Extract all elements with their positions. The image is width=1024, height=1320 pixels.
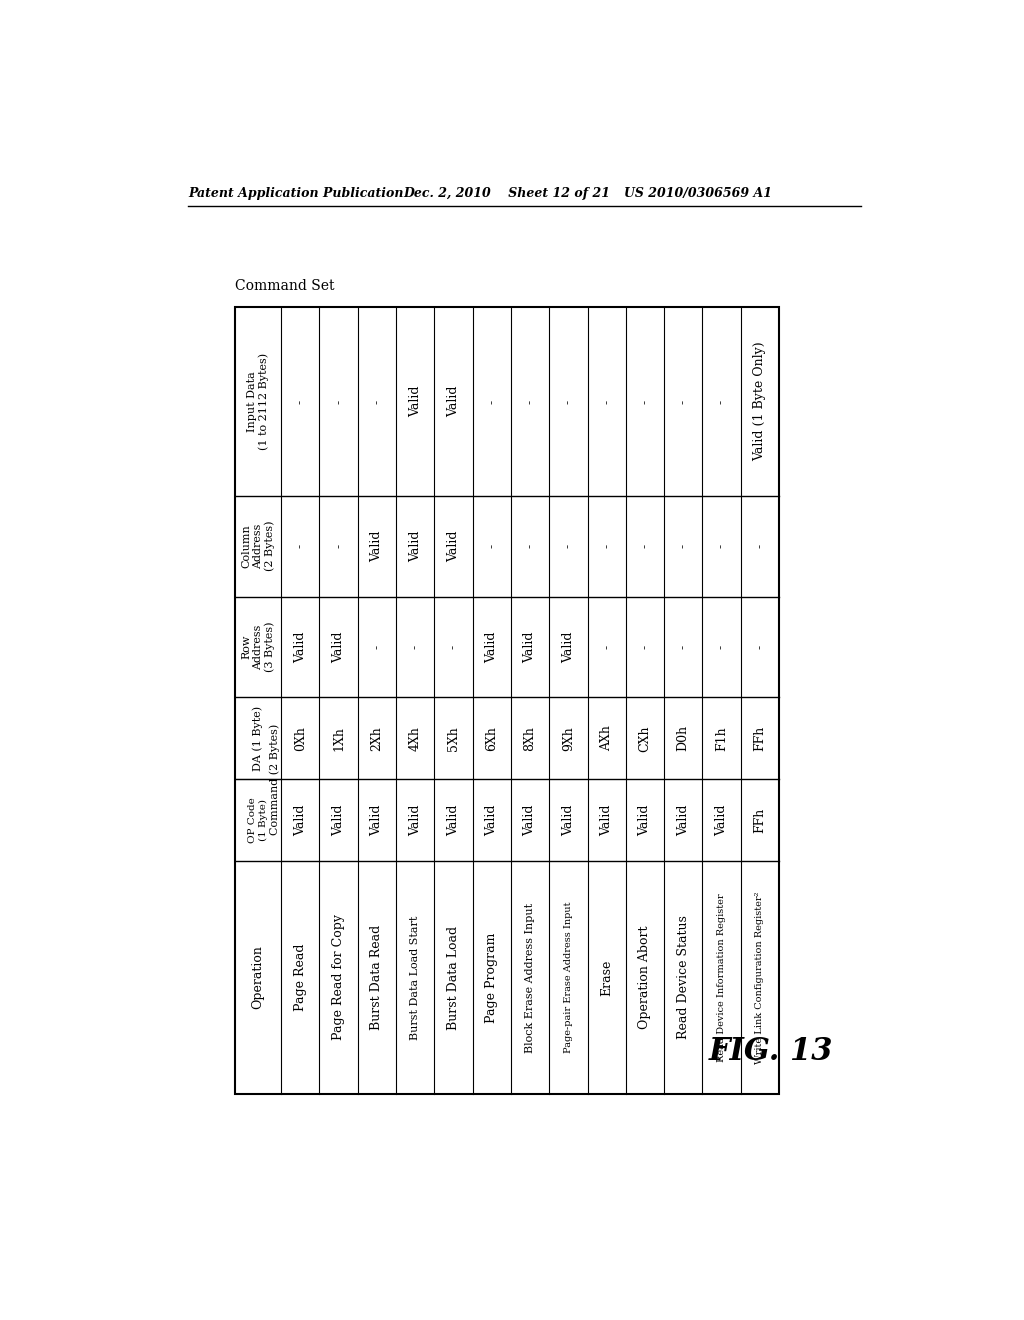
Text: -: - bbox=[600, 544, 613, 548]
Text: Input Data
(1 to 2112 Bytes): Input Data (1 to 2112 Bytes) bbox=[247, 352, 269, 450]
Text: Valid: Valid bbox=[562, 804, 574, 836]
Text: DA (1 Byte): DA (1 Byte) bbox=[253, 706, 263, 771]
Text: -: - bbox=[294, 400, 307, 404]
Text: 6Xh: 6Xh bbox=[485, 726, 499, 751]
Text: FIG. 13: FIG. 13 bbox=[709, 1036, 834, 1067]
Text: -: - bbox=[754, 645, 766, 649]
Text: CXh: CXh bbox=[639, 725, 651, 751]
Text: -: - bbox=[485, 544, 499, 548]
Text: -: - bbox=[485, 400, 499, 404]
Text: 5Xh: 5Xh bbox=[447, 726, 460, 751]
Text: Dec. 2, 2010    Sheet 12 of 21: Dec. 2, 2010 Sheet 12 of 21 bbox=[403, 186, 610, 199]
Text: F1h: F1h bbox=[715, 726, 728, 751]
Text: Valid: Valid bbox=[371, 804, 383, 836]
Text: Block Erase Address Input: Block Erase Address Input bbox=[525, 903, 536, 1052]
Text: US 2010/0306569 A1: US 2010/0306569 A1 bbox=[624, 186, 772, 199]
Text: Valid: Valid bbox=[447, 531, 460, 562]
Text: -: - bbox=[371, 400, 383, 404]
Text: -: - bbox=[639, 400, 651, 404]
Text: Burst Data Load: Burst Data Load bbox=[447, 925, 460, 1030]
Text: Valid: Valid bbox=[639, 804, 651, 836]
Text: -: - bbox=[639, 544, 651, 548]
Text: Operation Abort: Operation Abort bbox=[639, 925, 651, 1030]
Text: 0Xh: 0Xh bbox=[294, 726, 307, 751]
Text: Page Program: Page Program bbox=[485, 932, 499, 1023]
Text: Valid: Valid bbox=[294, 631, 307, 663]
Text: Valid: Valid bbox=[677, 804, 690, 836]
Text: -: - bbox=[754, 544, 766, 548]
Text: -: - bbox=[715, 400, 728, 404]
Text: Write Link Configuration Register²: Write Link Configuration Register² bbox=[756, 891, 764, 1064]
Text: Command (2 Bytes): Command (2 Bytes) bbox=[269, 723, 280, 834]
Text: -: - bbox=[715, 544, 728, 548]
Text: Burst Data Read: Burst Data Read bbox=[371, 925, 383, 1030]
Text: -: - bbox=[715, 645, 728, 649]
Text: Valid: Valid bbox=[409, 531, 422, 562]
Text: Row
Address
(3 Bytes): Row Address (3 Bytes) bbox=[241, 622, 275, 672]
Text: FFh: FFh bbox=[754, 726, 766, 751]
Text: Page Read: Page Read bbox=[294, 944, 307, 1011]
Text: Valid: Valid bbox=[600, 804, 613, 836]
Text: -: - bbox=[371, 645, 383, 649]
Text: 2Xh: 2Xh bbox=[371, 726, 383, 751]
Text: Valid: Valid bbox=[371, 531, 383, 562]
Text: Valid: Valid bbox=[485, 631, 499, 663]
Text: -: - bbox=[677, 645, 690, 649]
Text: Command Set: Command Set bbox=[234, 279, 335, 293]
Text: Valid: Valid bbox=[485, 804, 499, 836]
Text: -: - bbox=[562, 544, 574, 548]
Text: 4Xh: 4Xh bbox=[409, 726, 422, 751]
Text: -: - bbox=[523, 400, 537, 404]
Text: FFh: FFh bbox=[754, 808, 766, 833]
Text: Valid: Valid bbox=[447, 804, 460, 836]
Text: Valid: Valid bbox=[332, 631, 345, 663]
Text: -: - bbox=[294, 544, 307, 548]
Text: Valid (1 Byte Only): Valid (1 Byte Only) bbox=[754, 342, 766, 461]
Text: Valid: Valid bbox=[409, 804, 422, 836]
Text: 9Xh: 9Xh bbox=[562, 726, 574, 751]
Text: D0h: D0h bbox=[677, 725, 690, 751]
Text: 1Xh: 1Xh bbox=[332, 726, 345, 751]
Text: -: - bbox=[523, 544, 537, 548]
Text: Valid: Valid bbox=[447, 385, 460, 417]
Text: Page Read for Copy: Page Read for Copy bbox=[332, 915, 345, 1040]
Text: Valid: Valid bbox=[715, 804, 728, 836]
Text: Patent Application Publication: Patent Application Publication bbox=[188, 186, 403, 199]
Text: Erase: Erase bbox=[600, 960, 613, 995]
Bar bbox=[234, 308, 779, 1094]
Text: AXh: AXh bbox=[600, 725, 613, 751]
Text: Valid: Valid bbox=[294, 804, 307, 836]
Text: OP Code
(1 Byte): OP Code (1 Byte) bbox=[248, 797, 268, 843]
Text: Page-pair Erase Address Input: Page-pair Erase Address Input bbox=[564, 902, 572, 1053]
Text: -: - bbox=[600, 400, 613, 404]
Text: Valid: Valid bbox=[332, 804, 345, 836]
Text: -: - bbox=[409, 645, 422, 649]
Text: -: - bbox=[639, 645, 651, 649]
Text: -: - bbox=[562, 400, 574, 404]
Text: Burst Data Load Start: Burst Data Load Start bbox=[411, 915, 420, 1040]
Text: -: - bbox=[677, 400, 690, 404]
Text: Read Device Status: Read Device Status bbox=[677, 916, 690, 1039]
Text: Column
Address
(2 Bytes): Column Address (2 Bytes) bbox=[241, 521, 275, 572]
Text: -: - bbox=[600, 645, 613, 649]
Text: Valid: Valid bbox=[409, 385, 422, 417]
Text: -: - bbox=[677, 544, 690, 548]
Text: Valid: Valid bbox=[523, 804, 537, 836]
Text: -: - bbox=[332, 400, 345, 404]
Text: 8Xh: 8Xh bbox=[523, 726, 537, 751]
Text: Valid: Valid bbox=[562, 631, 574, 663]
Text: -: - bbox=[447, 645, 460, 649]
Text: Read Device Information Register: Read Device Information Register bbox=[717, 894, 726, 1061]
Text: -: - bbox=[332, 544, 345, 548]
Text: Valid: Valid bbox=[523, 631, 537, 663]
Text: Operation: Operation bbox=[252, 945, 264, 1010]
